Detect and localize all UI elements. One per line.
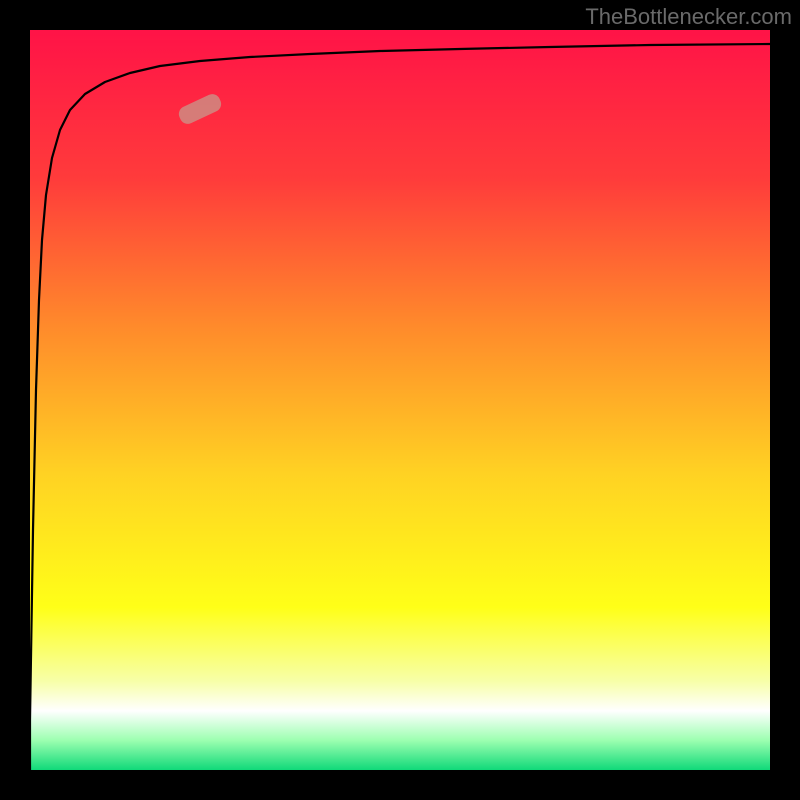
curve-marker	[176, 92, 223, 127]
plot-area	[30, 30, 770, 770]
watermark-text: TheBottlenecker.com	[585, 4, 792, 30]
figure-container: TheBottlenecker.com	[0, 0, 800, 800]
bottleneck-curve	[30, 44, 770, 770]
curve-layer	[30, 30, 770, 770]
marker-pill	[176, 92, 223, 127]
